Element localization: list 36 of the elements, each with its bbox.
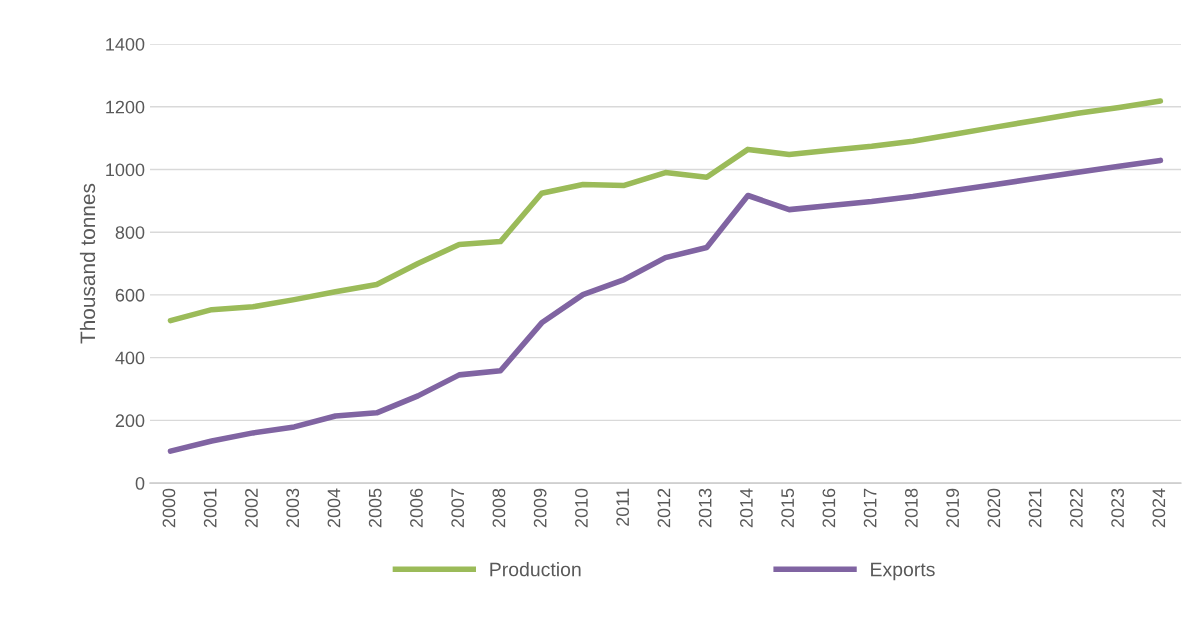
x-tick-label: 2002	[245, 488, 258, 528]
x-tick-label: 2021	[1028, 488, 1042, 528]
x-tick-label: 2017	[863, 488, 877, 528]
x-tick-label: 2007	[451, 488, 465, 528]
legend-label: Production	[490, 562, 581, 577]
x-tick-label: 2016	[822, 488, 836, 528]
x-tick-label: 2003	[286, 488, 300, 528]
x-tick-label: 2014	[740, 488, 753, 528]
x-tick-label: 2000	[162, 488, 176, 528]
y-tick-label: 0	[135, 477, 145, 490]
y-tick-label: 1000	[106, 163, 145, 177]
x-tick-label: 2009	[533, 488, 547, 528]
x-tick-label: 2013	[698, 488, 712, 528]
x-tick-label: 2024	[1152, 488, 1166, 528]
x-tick-label: 2015	[781, 488, 795, 528]
x-tick-label: 2004	[327, 488, 341, 528]
x-tick-label: 2010	[575, 488, 588, 528]
y-tick-label: 200	[115, 414, 145, 428]
y-tick-label: 1400	[106, 37, 145, 51]
x-tick-label: 2012	[657, 488, 671, 528]
x-tick-label: 2018	[904, 488, 918, 528]
x-tick-label: 2011	[616, 488, 630, 526]
x-tick-label: 2008	[492, 488, 506, 528]
y-tick-label: 800	[115, 226, 145, 239]
x-tick-label: 2023	[1111, 488, 1124, 528]
x-tick-label: 2019	[946, 488, 960, 528]
y-tick-label: 400	[115, 351, 145, 365]
legend-label: Exports	[871, 562, 935, 581]
x-tick-label: 2005	[368, 488, 382, 528]
y-tick-label: 600	[115, 288, 145, 302]
x-tick-label: 2022	[1069, 488, 1083, 528]
x-tick-label: 2001	[203, 488, 217, 528]
x-tick-label: 2006	[410, 488, 423, 528]
y-tick-label: 1200	[106, 100, 145, 114]
x-tick-label: 2020	[987, 488, 1001, 528]
y-axis-title: Thousand tonnes	[79, 183, 96, 344]
